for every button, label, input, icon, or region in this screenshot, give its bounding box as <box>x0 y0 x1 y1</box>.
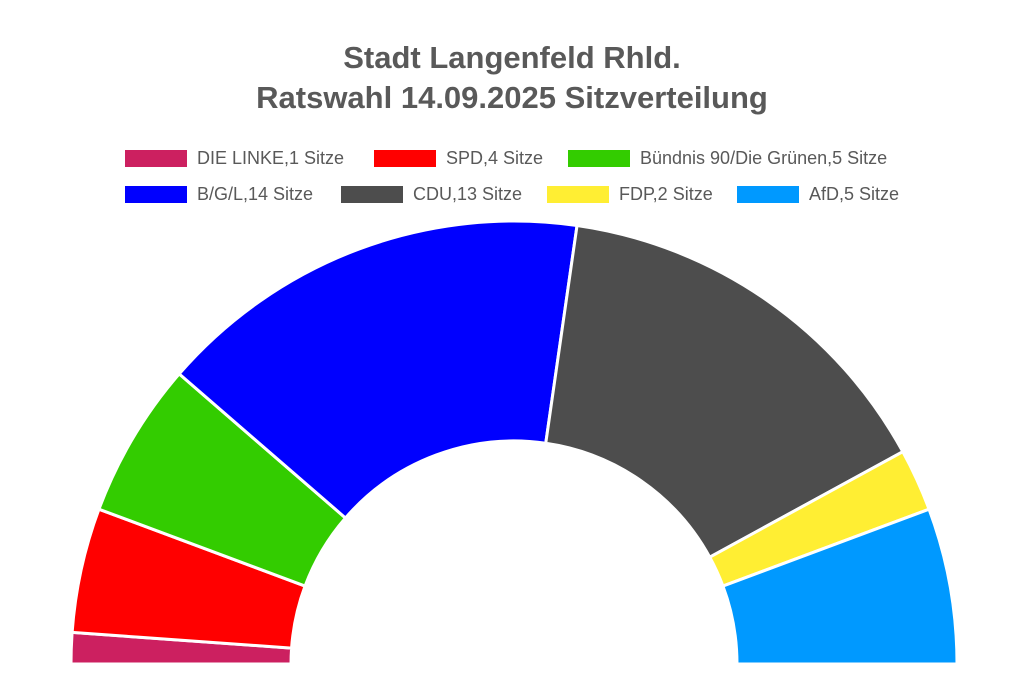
legend-swatch-die-linke <box>125 149 187 167</box>
legend-swatch-spd <box>374 149 436 167</box>
legend-swatch-fdp <box>547 185 609 203</box>
legend-item-gruene[interactable]: Bündnis 90/Die Grünen,5 Sitze <box>568 140 887 176</box>
legend-label-cdu: CDU,13 Sitze <box>413 183 523 204</box>
legend-item-die-linke[interactable]: DIE LINKE,1 Sitze <box>125 140 344 176</box>
legend-swatch-bgl <box>125 185 187 203</box>
chart-title-line-1: Stadt Langenfeld Rhld. <box>343 40 681 75</box>
chart-title-line-2: Ratswahl 14.09.2025 Sitzverteilung <box>256 80 768 115</box>
legend-item-fdp[interactable]: FDP,2 Sitze <box>547 176 713 212</box>
legend-item-bgl[interactable]: B/G/L,14 Sitze <box>125 176 313 212</box>
legend-item-afd[interactable]: AfD,5 Sitze <box>737 176 899 212</box>
legend-label-gruene: Bündnis 90/Die Grünen,5 Sitze <box>640 147 888 168</box>
legend-label-fdp: FDP,2 Sitze <box>619 183 713 204</box>
legend-item-cdu[interactable]: CDU,13 Sitze <box>341 176 522 212</box>
chart-title: Stadt Langenfeld Rhld. Ratswahl 14.09.20… <box>0 38 1024 118</box>
legend-row-2: B/G/L,14 Sitze CDU,13 Sitze FDP,2 Sitze … <box>0 176 1024 212</box>
slice-cdu[interactable] <box>544 224 905 559</box>
legend-row-1: DIE LINKE,1 Sitze SPD,4 Sitze Bündnis 90… <box>0 140 1024 176</box>
legend-label-spd: SPD,4 Sitze <box>446 147 544 168</box>
slice-b-g-l[interactable] <box>177 219 579 520</box>
legend-label-die-linke: DIE LINKE,1 Sitze <box>197 147 345 168</box>
slice-afd[interactable] <box>721 507 959 666</box>
legend-label-afd: AfD,5 Sitze <box>809 183 900 204</box>
legend-item-spd[interactable]: SPD,4 Sitze <box>374 140 543 176</box>
legend-label-bgl: B/G/L,14 Sitze <box>197 183 314 204</box>
slice-group <box>69 219 959 666</box>
legend-swatch-cdu <box>341 185 403 203</box>
legend-swatch-gruene <box>568 149 630 167</box>
legend-swatch-afd <box>737 185 799 203</box>
